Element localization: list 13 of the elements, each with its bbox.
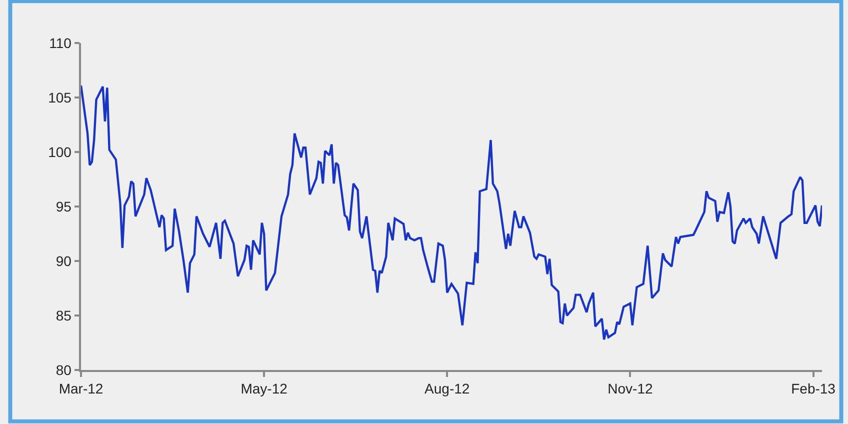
x-tick-label: Nov-12 [608, 380, 653, 397]
y-tick-label: 100 [48, 144, 72, 160]
y-tick-label: 80 [56, 362, 72, 378]
x-tick-label: Mar-12 [58, 380, 104, 397]
x-tick-label: Feb-13 [791, 380, 836, 397]
y-tick-label: 85 [56, 307, 72, 324]
y-tick-label: 95 [56, 198, 72, 214]
line-series [81, 84, 822, 341]
y-tick-label: 105 [48, 89, 72, 106]
y-tick-label: 90 [56, 252, 72, 269]
y-tick-label: 110 [49, 34, 72, 51]
x-tick-label: May-12 [240, 380, 288, 397]
x-tick-label: Aug-12 [424, 380, 470, 397]
